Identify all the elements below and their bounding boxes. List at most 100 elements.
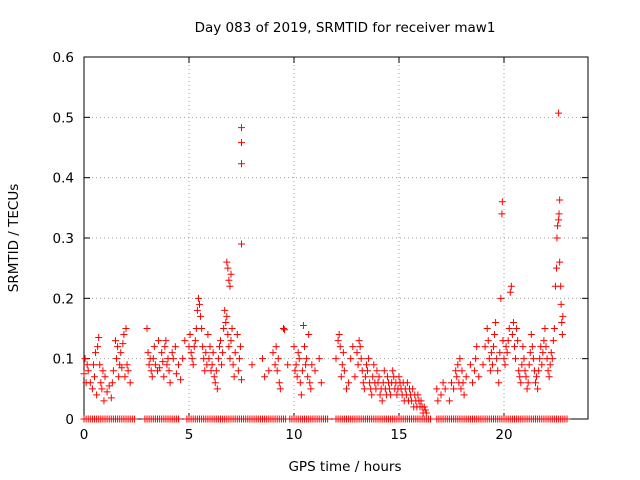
data-point <box>215 343 223 351</box>
data-point <box>175 415 182 423</box>
data-point <box>191 337 199 345</box>
x-tick-labels: 0 5 10 15 20 <box>80 427 513 443</box>
data-point <box>487 349 495 357</box>
data-point <box>230 373 238 381</box>
data-point <box>284 361 292 369</box>
data-point <box>273 367 281 375</box>
data-point <box>512 355 520 363</box>
data-point <box>168 349 176 357</box>
data-point <box>226 355 234 363</box>
data-point <box>227 270 235 278</box>
data-point <box>503 349 511 357</box>
data-point <box>295 355 303 363</box>
data-point <box>92 349 100 357</box>
data-point <box>334 337 342 345</box>
data-point <box>155 337 163 345</box>
data-point <box>294 349 302 357</box>
data-point <box>555 216 563 224</box>
data-point <box>520 355 528 363</box>
data-point <box>376 391 384 399</box>
y-tick-label: 0.3 <box>53 231 74 247</box>
data-point <box>506 288 514 296</box>
data-point <box>297 391 305 399</box>
data-point <box>213 385 221 393</box>
data-point <box>523 385 531 393</box>
data-point <box>456 355 464 363</box>
data-point <box>293 373 301 381</box>
data-point <box>509 318 517 326</box>
data-point <box>86 379 94 387</box>
data-point <box>340 367 348 375</box>
data-point <box>315 355 323 363</box>
data-point <box>169 355 177 363</box>
data-point <box>188 355 196 363</box>
data-point <box>206 343 214 351</box>
data-point <box>201 367 209 375</box>
data-point <box>475 373 483 381</box>
x-tick-label: 10 <box>285 427 302 443</box>
data-point <box>532 379 539 387</box>
data-point <box>172 370 180 378</box>
data-point <box>488 361 496 369</box>
data-point <box>115 373 123 381</box>
data-point <box>434 397 442 405</box>
data-point <box>421 406 429 414</box>
data-point <box>450 385 458 393</box>
data-point <box>361 373 369 381</box>
y-tick-label: 0.4 <box>53 171 74 187</box>
data-point <box>515 367 523 375</box>
data-point <box>511 343 518 351</box>
data-point <box>194 294 202 302</box>
data-point <box>210 373 218 381</box>
data-point <box>272 343 280 351</box>
data-point <box>112 337 119 345</box>
data-point <box>553 234 561 242</box>
data-point <box>387 391 395 399</box>
data-point <box>490 343 497 351</box>
data-point <box>158 349 166 357</box>
data-point <box>118 364 126 372</box>
data-point <box>305 331 313 339</box>
data-point <box>380 367 388 375</box>
data-point <box>459 379 467 387</box>
data-point <box>332 355 340 363</box>
data-point <box>356 343 364 351</box>
x-tick-label: 5 <box>185 427 194 443</box>
data-point <box>556 196 564 204</box>
data-point <box>556 258 564 266</box>
data-point <box>107 394 115 402</box>
data-point <box>540 337 548 345</box>
data-point <box>204 331 212 339</box>
data-point <box>546 361 554 369</box>
data-point <box>317 379 325 387</box>
data-point <box>261 373 269 381</box>
data-point <box>96 361 104 369</box>
data-point <box>304 373 312 381</box>
data-point <box>307 385 315 393</box>
data-point <box>171 343 179 351</box>
data-point <box>292 361 300 369</box>
data-point <box>209 349 217 357</box>
data-point <box>508 331 516 339</box>
data-point <box>541 325 549 332</box>
data-point <box>525 361 533 369</box>
data-point <box>550 325 558 332</box>
data-point <box>457 385 465 393</box>
data-point <box>224 331 232 339</box>
data-point <box>338 361 346 369</box>
data-point <box>97 379 105 387</box>
data-point <box>347 355 355 363</box>
data-point <box>485 355 493 363</box>
data-point <box>448 379 455 387</box>
data-point <box>343 385 350 393</box>
data-point <box>351 373 359 381</box>
data-point <box>105 382 113 390</box>
data-point <box>303 355 311 363</box>
data-point <box>198 325 206 332</box>
data-point <box>220 325 228 332</box>
data-point <box>554 222 562 230</box>
data-point <box>483 325 491 332</box>
data-point <box>417 397 425 405</box>
data-point <box>528 343 536 351</box>
